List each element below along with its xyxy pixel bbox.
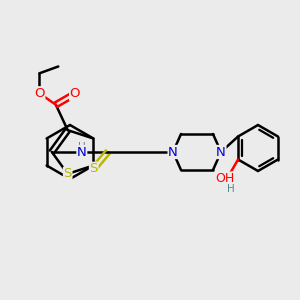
Text: S: S (89, 162, 98, 176)
Text: OH: OH (215, 172, 235, 185)
Text: H: H (78, 142, 86, 152)
Text: S: S (64, 167, 72, 180)
Text: O: O (70, 87, 80, 100)
Text: O: O (34, 87, 45, 100)
Text: N: N (216, 146, 226, 158)
Text: N: N (77, 146, 87, 158)
Text: H: H (227, 184, 235, 194)
Text: N: N (168, 146, 178, 158)
